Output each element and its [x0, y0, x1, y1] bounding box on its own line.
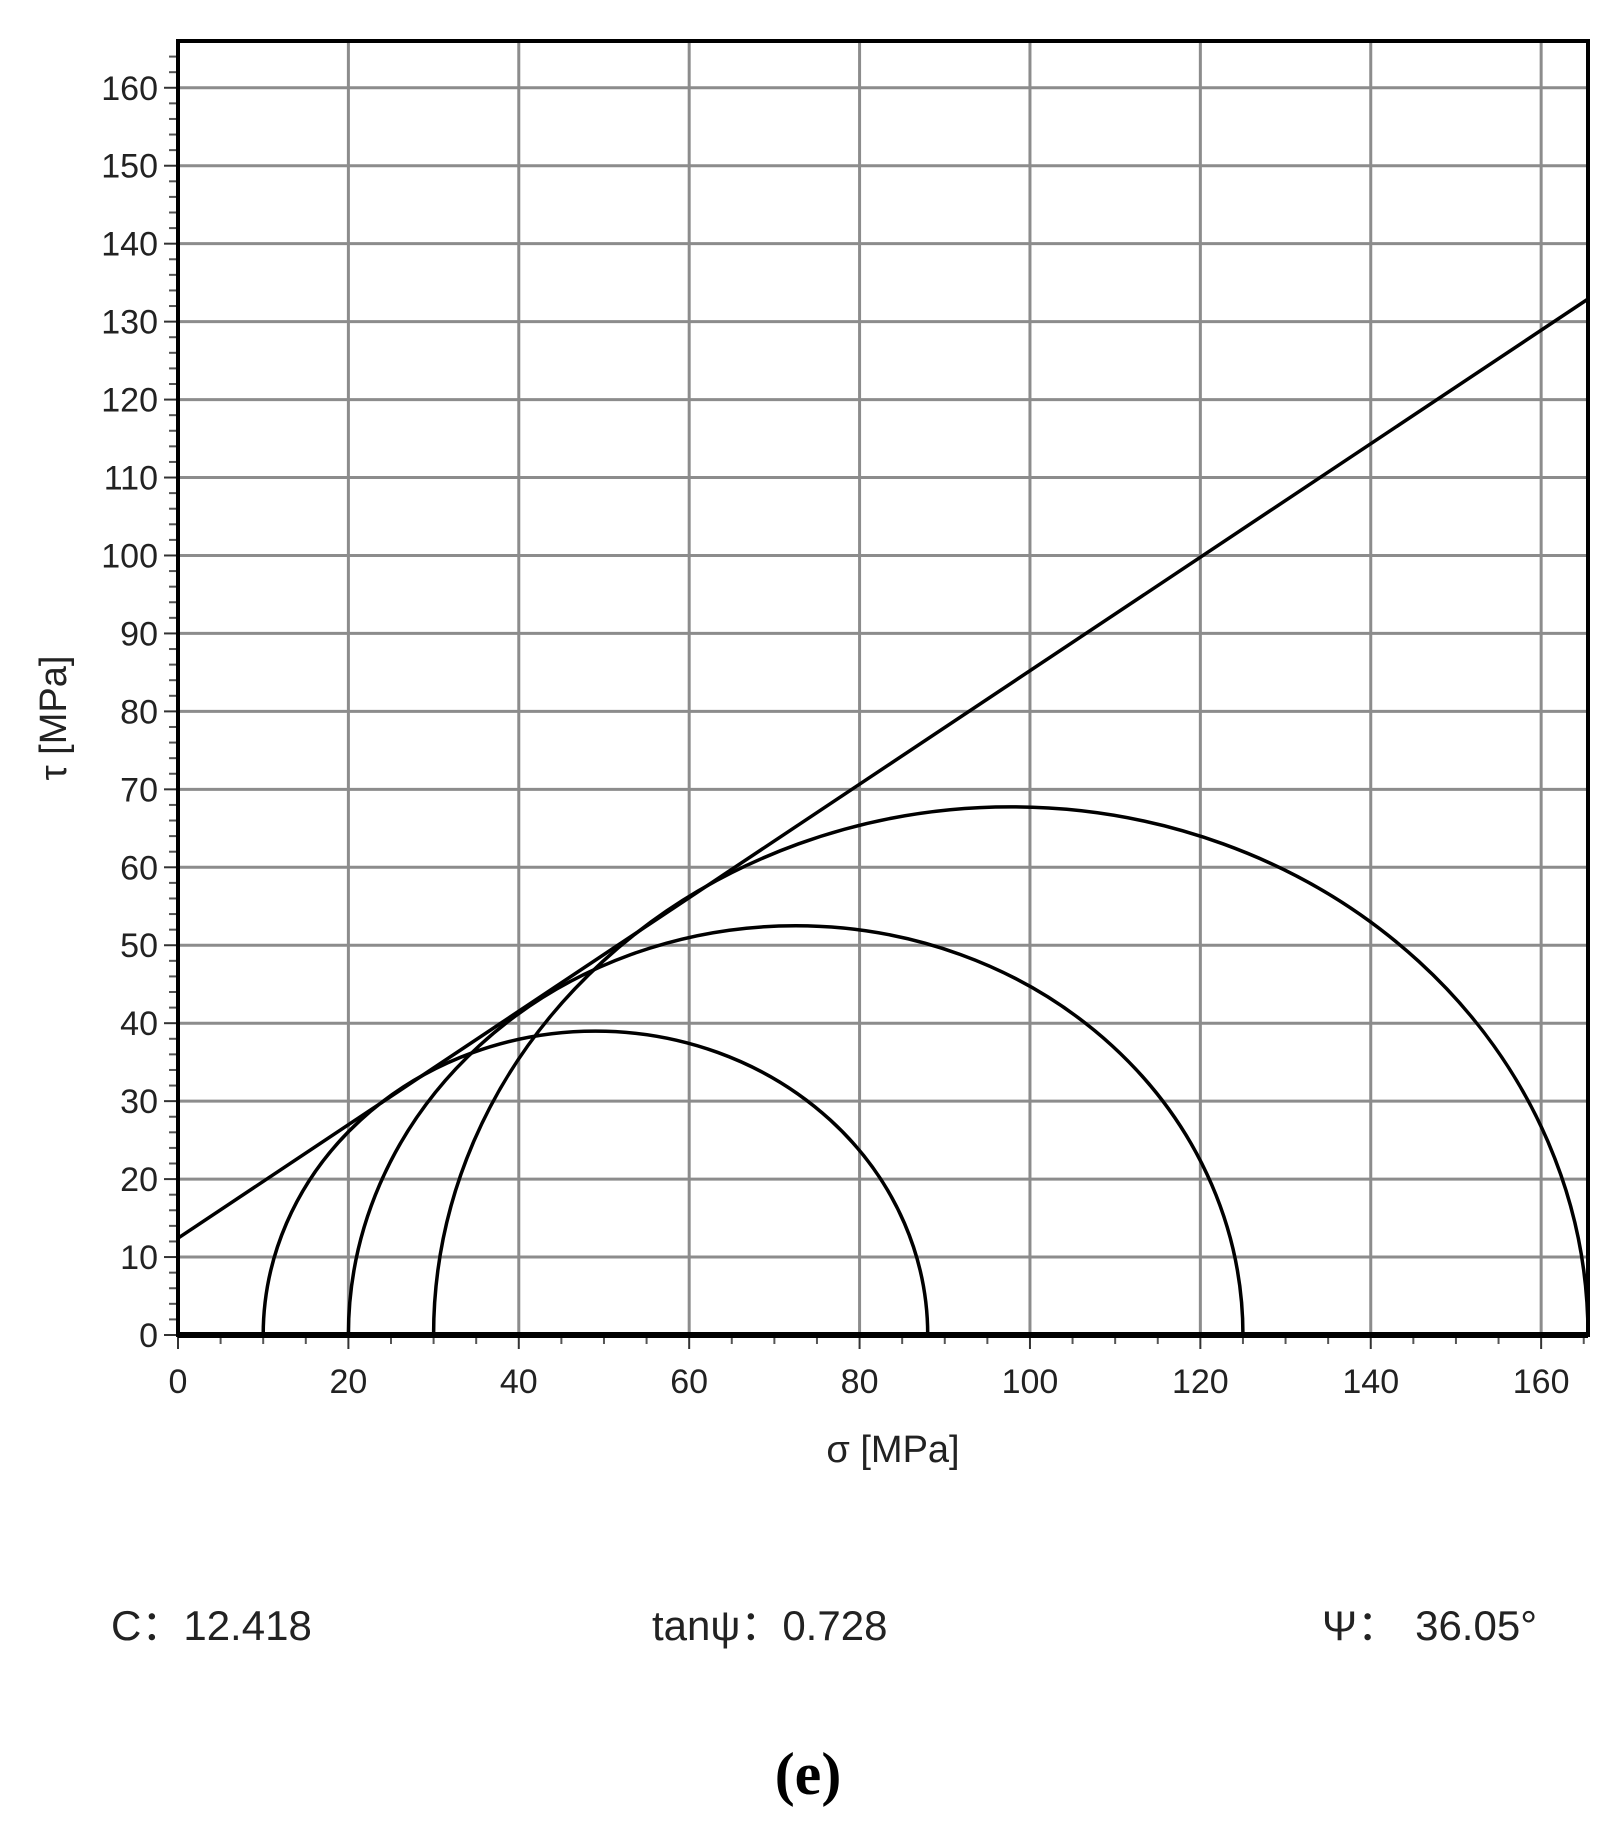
tan-psi-readout: tanψ：0.728	[652, 1592, 887, 1653]
x-axis-label: σ [MPa]	[826, 1429, 959, 1471]
y-tick-label: 0	[139, 1317, 158, 1355]
x-tick-label: 120	[1172, 1363, 1229, 1401]
cohesion-readout: C：12.418	[111, 1592, 312, 1653]
chart-marks	[178, 297, 1588, 1335]
psi-readout: Ψ： 36.05°	[1322, 1592, 1537, 1653]
y-tick-label: 50	[120, 927, 158, 965]
y-tick-label: 100	[101, 537, 158, 575]
y-tick-label: 60	[120, 849, 158, 887]
x-tick-label: 140	[1342, 1363, 1399, 1401]
x-tick-label: 100	[1002, 1363, 1059, 1401]
x-tick-label: 20	[329, 1363, 367, 1401]
tan-psi-label: tanψ：	[652, 1602, 783, 1649]
plot-frame	[176, 39, 1590, 1337]
psi-value: 36.05°	[1415, 1602, 1537, 1649]
y-tick-label: 70	[120, 771, 158, 809]
x-tick-label: 60	[670, 1363, 708, 1401]
y-tick-label: 150	[101, 148, 158, 186]
y-tick-label: 130	[101, 304, 158, 342]
y-tick-label: 160	[101, 70, 158, 108]
mohr-circle-2	[348, 926, 1243, 1335]
y-tick-label: 20	[120, 1161, 158, 1199]
psi-label: Ψ：	[1322, 1602, 1400, 1649]
x-tick-label: 160	[1513, 1363, 1570, 1401]
y-tick-label: 110	[104, 460, 158, 498]
y-tick-label: 30	[120, 1083, 158, 1121]
grid	[176, 41, 1588, 1337]
y-tick-label: 80	[120, 693, 158, 731]
tan-psi-value: 0.728	[782, 1602, 888, 1649]
cohesion-value: 12.418	[183, 1602, 312, 1649]
y-tick-label: 90	[120, 615, 158, 653]
x-tick-label: 80	[841, 1363, 879, 1401]
figure-caption: (e)	[774, 1741, 842, 1807]
cohesion-label: C：	[111, 1602, 184, 1649]
x-tick-label: 40	[500, 1363, 538, 1401]
mohr-circle-3	[431, 805, 1588, 1335]
mohr-circle-1	[261, 1029, 930, 1335]
y-axis-label: τ [MPa]	[33, 656, 75, 781]
failure-envelope-line	[178, 297, 1588, 1240]
axis-ticks: 0 20 40 60 80 100 120 140 160 0 10 20 30 40 50 60 70 80 90…	[101, 55, 1588, 1401]
y-tick-label: 140	[101, 226, 158, 264]
x-tick-label: 0	[169, 1363, 188, 1401]
y-tick-label: 120	[101, 382, 158, 420]
y-tick-label: 40	[120, 1005, 158, 1043]
y-tick-label: 10	[120, 1239, 158, 1277]
